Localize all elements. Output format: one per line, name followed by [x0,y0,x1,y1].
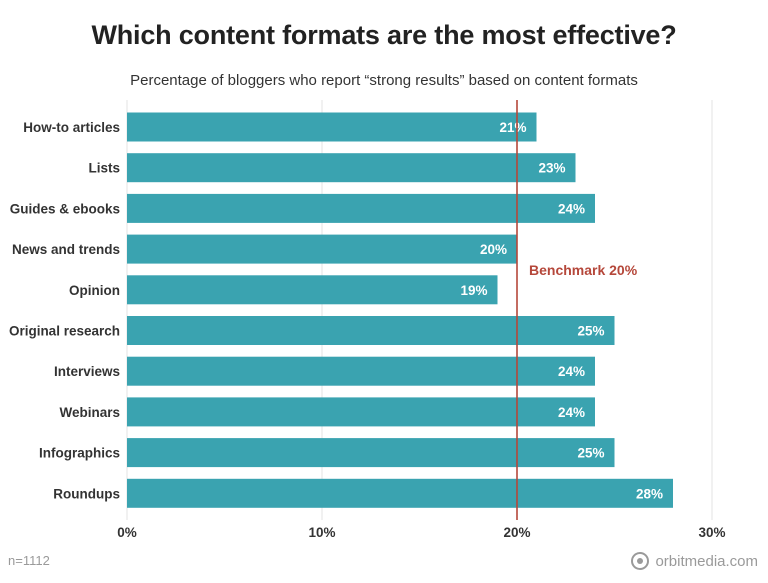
category-label: Lists [88,161,120,176]
bar [127,356,595,386]
x-tick-label: 30% [698,525,725,540]
x-tick-label: 0% [117,525,137,540]
value-label: 21% [499,120,526,135]
value-label: 25% [577,446,604,461]
category-label: Infographics [39,446,120,461]
bar [127,193,595,223]
category-label: Original research [9,324,120,339]
bar [127,234,517,264]
value-label: 24% [558,405,585,420]
bar [127,153,576,183]
bar [127,478,673,508]
x-tick-label: 10% [308,525,335,540]
value-label: 19% [460,283,487,298]
bar [127,438,615,468]
bar [127,397,595,427]
value-label: 28% [636,486,663,501]
category-label: Interviews [54,364,120,379]
value-label: 24% [558,201,585,216]
value-label: 20% [480,242,507,257]
chart-subtitle: Percentage of bloggers who report “stron… [130,72,638,89]
chart-title: Which content formats are the most effec… [91,20,677,50]
category-label: News and trends [12,242,120,257]
brand-name: orbitmedia.com [655,552,758,570]
brand-logo: orbitmedia.com [631,550,758,572]
value-label: 24% [558,364,585,379]
category-label: Guides & ebooks [10,201,120,216]
bar [127,112,537,142]
category-label: Opinion [69,283,120,298]
bar [127,316,615,345]
value-label: 23% [538,161,565,176]
value-label: 25% [577,324,604,339]
category-label: Webinars [59,405,120,420]
bar [127,275,498,305]
category-label: Roundups [53,486,120,501]
sample-size-note: n=1112 [8,553,50,568]
x-tick-label: 20% [503,525,530,540]
category-label: How-to articles [23,120,120,135]
benchmark-label: Benchmark 20% [529,262,638,278]
orbit-logo-icon [631,552,650,570]
